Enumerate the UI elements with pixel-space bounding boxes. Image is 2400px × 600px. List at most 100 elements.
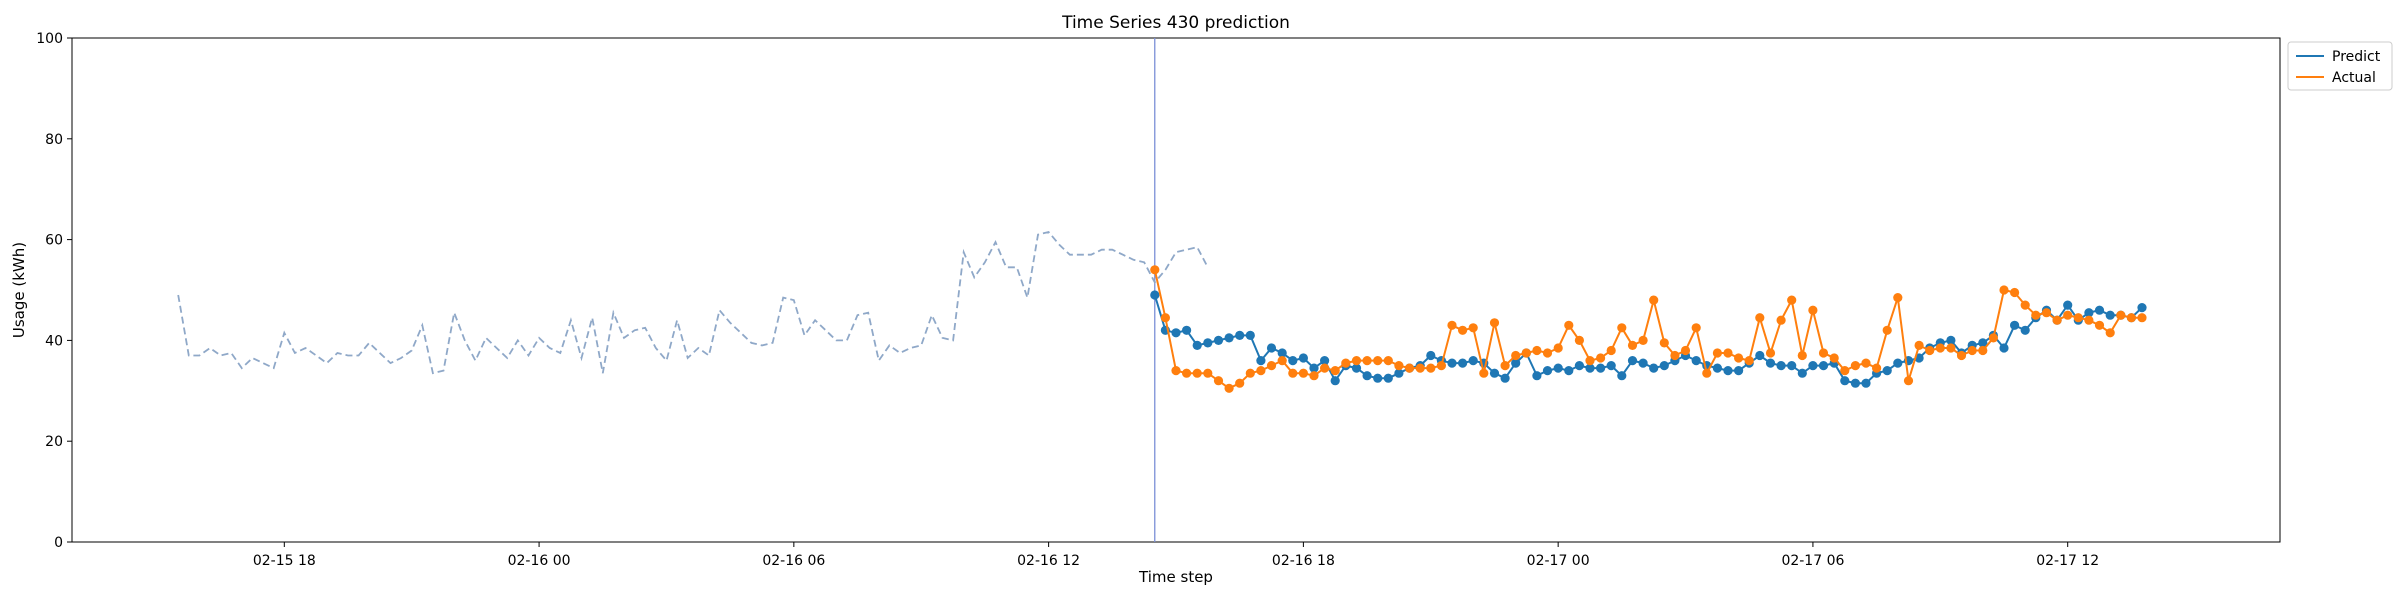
data-point-predict bbox=[2105, 310, 2115, 320]
data-point-predict bbox=[1638, 358, 1648, 368]
data-point-actual bbox=[2116, 310, 2126, 320]
data-point-predict bbox=[1596, 363, 1606, 373]
data-point-actual bbox=[1617, 323, 1627, 333]
data-point-predict bbox=[1266, 343, 1277, 353]
data-point-actual bbox=[1680, 345, 1691, 356]
data-point-actual bbox=[1479, 368, 1489, 378]
y-tick-label: 80 bbox=[45, 132, 63, 148]
x-tick-label: 02-15 18 bbox=[253, 553, 316, 569]
data-point-predict bbox=[1489, 368, 1500, 378]
data-point-predict bbox=[1298, 353, 1308, 363]
data-point-predict bbox=[1946, 335, 1956, 345]
data-point-actual bbox=[1553, 343, 1563, 353]
x-tick-label: 02-16 18 bbox=[1272, 553, 1335, 569]
data-point-predict bbox=[1882, 366, 1892, 376]
data-point-predict bbox=[1893, 358, 1903, 368]
data-point-actual bbox=[1755, 313, 1765, 323]
data-point-actual bbox=[1203, 368, 1213, 378]
data-point-actual bbox=[1649, 295, 1659, 305]
series-line-actual bbox=[1153, 269, 2142, 390]
data-point-actual bbox=[1744, 356, 1754, 366]
data-point-predict bbox=[1330, 376, 1340, 386]
data-point-predict bbox=[1861, 378, 1871, 388]
x-tick-label: 02-16 00 bbox=[508, 553, 571, 569]
y-tick-label: 20 bbox=[45, 434, 63, 450]
plot-area bbox=[71, 37, 2281, 543]
data-point-actual bbox=[1447, 320, 1457, 330]
data-point-predict bbox=[1532, 371, 1542, 381]
x-tick-label: 02-17 06 bbox=[1781, 553, 1844, 569]
data-point-predict bbox=[1468, 356, 1478, 366]
data-point-predict bbox=[2094, 305, 2105, 315]
legend: Predict Actual bbox=[2287, 41, 2393, 91]
data-point-actual bbox=[1500, 361, 1510, 371]
y-tick-label: 0 bbox=[54, 535, 63, 551]
data-point-predict bbox=[1627, 356, 1638, 366]
data-point-actual bbox=[1351, 356, 1362, 366]
data-point-actual bbox=[1320, 363, 1330, 373]
y-tick-label: 100 bbox=[36, 31, 63, 47]
y-tick-label: 60 bbox=[45, 233, 63, 249]
data-point-predict bbox=[1351, 363, 1362, 373]
data-point-actual bbox=[1511, 350, 1521, 361]
data-point-predict bbox=[1362, 371, 1372, 381]
data-point-actual bbox=[1808, 305, 1818, 315]
data-point-predict bbox=[1458, 358, 1468, 368]
data-point-actual bbox=[1532, 345, 1542, 356]
data-point-actual bbox=[1245, 368, 1255, 378]
data-point-actual bbox=[1596, 353, 1606, 363]
series-actual bbox=[1150, 265, 2147, 393]
data-point-actual bbox=[1521, 348, 1531, 358]
data-point-actual bbox=[1373, 356, 1383, 366]
data-point-predict bbox=[1978, 338, 1988, 348]
data-point-actual bbox=[2052, 315, 2062, 325]
x-tick-label: 02-16 06 bbox=[762, 553, 825, 569]
data-point-predict bbox=[1256, 356, 1266, 366]
data-point-actual bbox=[1840, 366, 1850, 376]
data-point-actual bbox=[2010, 287, 2020, 298]
series-line-predict bbox=[1153, 294, 2143, 385]
data-point-predict bbox=[1277, 348, 1287, 358]
data-point-predict bbox=[1712, 363, 1722, 373]
data-point-predict bbox=[1850, 378, 1860, 388]
data-point-actual bbox=[1893, 293, 1903, 303]
data-point-actual bbox=[1712, 348, 1722, 358]
data-point-actual bbox=[1150, 265, 1160, 275]
data-point-predict bbox=[1776, 361, 1786, 371]
x-axis-label: Time step bbox=[1138, 568, 1213, 586]
data-point-actual bbox=[1967, 345, 1977, 356]
data-point-predict bbox=[1840, 376, 1850, 386]
data-point-actual bbox=[1776, 315, 1786, 325]
data-point-predict bbox=[1818, 361, 1829, 371]
data-point-predict bbox=[1447, 358, 1457, 368]
data-point-predict bbox=[1500, 373, 1510, 383]
data-point-predict bbox=[1150, 290, 1160, 300]
data-point-actual bbox=[1988, 333, 1998, 343]
data-point-actual bbox=[1797, 350, 1807, 361]
data-point-actual bbox=[2020, 300, 2030, 310]
data-point-predict bbox=[1288, 356, 1298, 366]
data-point-predict bbox=[1182, 325, 1192, 335]
data-point-predict bbox=[2020, 325, 2030, 335]
data-point-actual bbox=[1171, 366, 1181, 376]
data-point-actual bbox=[1489, 318, 1500, 328]
data-point-actual bbox=[1999, 285, 2009, 295]
data-point-predict bbox=[1203, 338, 1213, 348]
data-point-actual bbox=[1192, 368, 1202, 378]
data-point-predict bbox=[1787, 361, 1797, 371]
data-point-actual bbox=[1585, 356, 1595, 366]
data-point-actual bbox=[2031, 310, 2041, 320]
data-point-actual bbox=[1415, 363, 1425, 373]
y-axis-label: Usage (kWh) bbox=[10, 242, 28, 338]
data-point-actual bbox=[1829, 353, 1839, 363]
data-point-predict bbox=[1245, 330, 1255, 340]
data-point-actual bbox=[1224, 383, 1234, 393]
data-point-predict bbox=[1224, 333, 1234, 343]
data-point-actual bbox=[1670, 350, 1680, 361]
data-point-actual bbox=[2073, 313, 2083, 323]
data-point-actual bbox=[1394, 361, 1404, 371]
data-point-predict bbox=[1542, 366, 1553, 376]
data-point-predict bbox=[2137, 303, 2147, 313]
data-point-actual bbox=[2094, 320, 2105, 330]
